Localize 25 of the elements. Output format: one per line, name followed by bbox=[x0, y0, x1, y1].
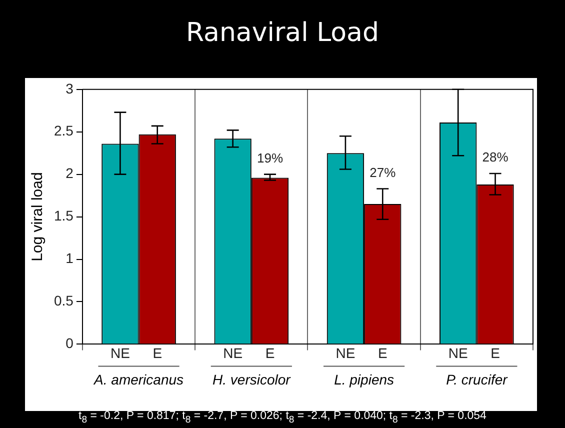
x-tick-label: H. versicolor bbox=[212, 371, 292, 388]
x-tick-label: P. crucifer bbox=[446, 371, 509, 388]
y-axis-title: Log viral load bbox=[29, 172, 46, 262]
chart-title: Ranaviral Load bbox=[185, 18, 380, 48]
y-tick-label: 0.5 bbox=[54, 292, 74, 309]
y-tick-label: 1 bbox=[66, 250, 74, 266]
annotation: 19% bbox=[256, 150, 284, 166]
text: t$_{8}$ = -0.2, P = 0.817; t$_{8}$ = -2.7, P = 0.026; t$_{8}$ = -2.4, P = 0.040; t$_{8}$ = -2.3, P = 0.054 bbox=[78, 410, 486, 426]
text: NE bbox=[223, 345, 243, 362]
series-label: E bbox=[152, 345, 162, 362]
y-tick-label: 1.5 bbox=[54, 208, 74, 224]
text: NE bbox=[336, 345, 356, 362]
y-tick-label: 2.5 bbox=[54, 122, 74, 139]
text: E bbox=[378, 345, 388, 362]
y-tick-label: 3 bbox=[66, 80, 74, 96]
text: E bbox=[265, 345, 275, 362]
annotation: 27% bbox=[370, 164, 396, 180]
series-label: NE bbox=[110, 345, 130, 362]
text: E bbox=[490, 345, 500, 362]
annotation: 28% bbox=[482, 150, 509, 165]
x-tick-label: A. americanus bbox=[93, 371, 184, 388]
y-tick-label: 2 bbox=[66, 165, 74, 182]
x-tick-label: L. pipiens bbox=[334, 371, 394, 388]
text: NE bbox=[448, 345, 468, 362]
y-tick-label: 0 bbox=[66, 335, 74, 352]
